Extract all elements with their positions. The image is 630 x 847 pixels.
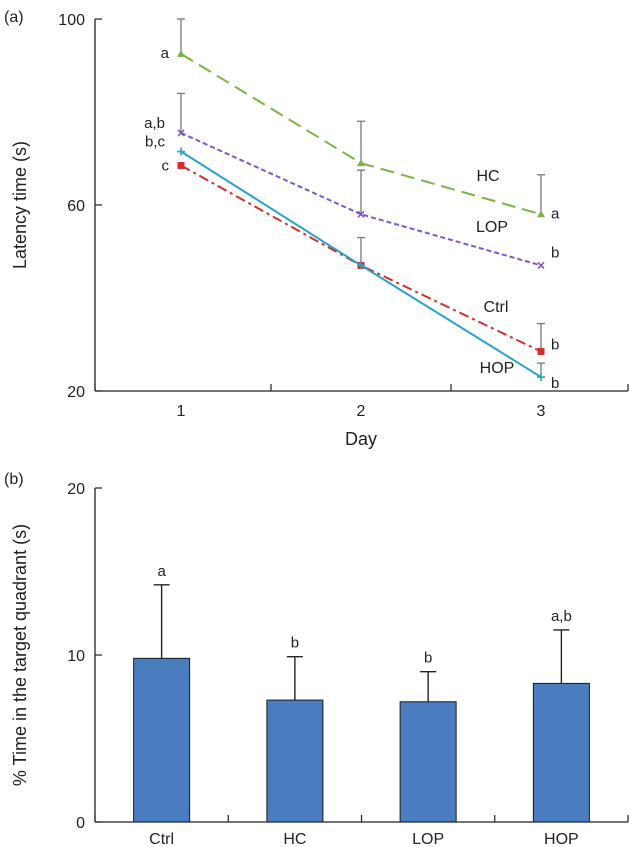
bar-chart-bars: a Ctrl b HC b LOP a,b HOP [133, 563, 590, 847]
series-hop: b,c b HOP [145, 134, 559, 393]
y-axis-title: Latency time (s) [10, 141, 30, 269]
significance-label: a,b [551, 608, 572, 625]
data-point [357, 210, 365, 218]
x-axis-title: Day [345, 429, 377, 449]
series-hc: a a HC [161, 18, 560, 222]
panel-a-label: (a) [4, 9, 24, 26]
x-tick-label: LOP [412, 831, 444, 847]
line-chart-ticks: 20 60 100 1 2 3 [58, 12, 629, 420]
significance-label: b [551, 336, 559, 353]
series-name-label: HC [476, 168, 499, 185]
bar [266, 699, 324, 823]
bar-group-lop: b LOP [399, 650, 457, 847]
x-tick-label: HOP [544, 831, 579, 847]
y-axis-title: % Time in the target quadrant (s) [10, 524, 30, 786]
data-point [177, 147, 185, 156]
series-line-lop [180, 132, 542, 267]
y-tick-label: 60 [67, 198, 85, 215]
y-tick-label: 10 [67, 648, 85, 665]
significance-label: c [162, 157, 170, 174]
significance-label: b [424, 650, 432, 667]
bar-chart-target-quadrant: 0 10 20 a Ctrl b HC b LOP a,b HOP % Time in the t… [10, 481, 629, 847]
significance-label: a,b [144, 115, 165, 132]
bar [133, 657, 191, 823]
significance-label: a [157, 563, 166, 580]
panel-b-label: (b) [4, 471, 24, 488]
series-name-label: Ctrl [484, 299, 509, 316]
x-tick-label: 2 [357, 403, 366, 420]
data-point [177, 129, 185, 137]
data-point [357, 159, 365, 167]
bar-chart-ticks: 0 10 20 [67, 481, 629, 832]
bar-group-hop: a,b HOP [532, 608, 590, 847]
data-point [357, 261, 365, 270]
data-point [537, 210, 545, 218]
data-point [537, 373, 545, 382]
x-tick-label: Ctrl [149, 831, 174, 847]
x-tick-label: HC [283, 831, 306, 847]
y-tick-label: 0 [76, 815, 85, 832]
data-point [177, 49, 185, 57]
x-tick-label: 3 [537, 403, 546, 420]
y-tick-label: 20 [67, 481, 85, 498]
line-chart-series: a a HC a,b b LOP c b Ctrl b,c b HOP [144, 18, 560, 393]
bar-group-ctrl: a Ctrl [133, 563, 191, 847]
series-name-label: HOP [480, 360, 515, 377]
significance-label: a [551, 205, 560, 222]
series-name-label: LOP [476, 219, 508, 236]
data-point [177, 161, 185, 169]
significance-label: a [161, 45, 170, 62]
significance-label: b [291, 635, 299, 652]
bar [532, 682, 590, 823]
significance-label: b [551, 375, 559, 392]
x-tick-label: 1 [177, 403, 186, 420]
significance-label: b,c [145, 134, 166, 151]
data-point [537, 347, 545, 355]
y-tick-label: 20 [67, 384, 85, 401]
bar [399, 701, 457, 823]
bar-group-hc: b HC [266, 635, 324, 847]
significance-label: b [551, 244, 559, 261]
y-tick-label: 100 [58, 12, 85, 29]
series-lop: a,b b LOP [144, 92, 559, 270]
data-point [537, 261, 545, 270]
